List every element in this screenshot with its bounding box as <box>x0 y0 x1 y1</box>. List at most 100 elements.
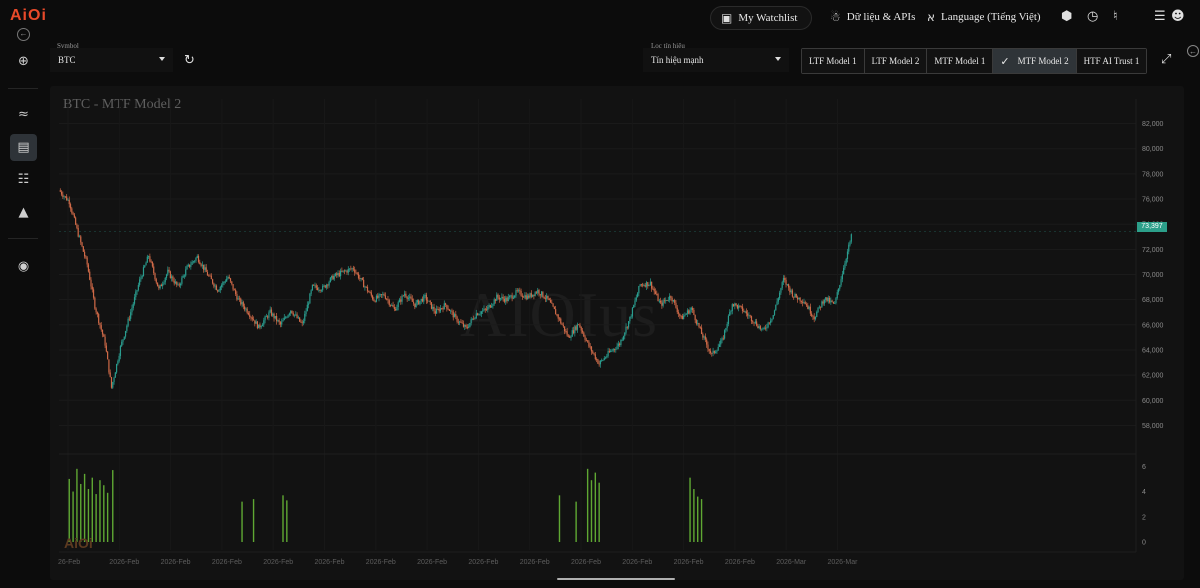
user-account-icon[interactable]: ☻ <box>1171 9 1185 24</box>
language-button[interactable]: א Language (Tiếng Việt) <box>927 6 1041 28</box>
candle-body <box>731 304 733 311</box>
candle-body <box>630 316 632 318</box>
candle-body <box>835 298 837 304</box>
cube-icon[interactable]: ⬢ <box>1061 9 1073 24</box>
candle-body <box>734 303 736 307</box>
candle-body <box>329 277 331 283</box>
candle-body <box>419 300 421 305</box>
y-tick-label: 72,000 <box>1142 247 1164 254</box>
candle-body <box>571 330 573 337</box>
candle-body <box>412 301 415 304</box>
tab-label: MTF Model 1 <box>934 56 986 66</box>
candle-body <box>612 349 614 351</box>
data-apis-button[interactable]: ☃ Dữ liệu & APIs <box>830 6 915 28</box>
candle-body <box>579 324 581 328</box>
candle-body <box>601 360 603 361</box>
bell-icon[interactable]: ♮ <box>1113 9 1118 24</box>
candle-body <box>756 321 758 326</box>
candle-body <box>363 279 365 288</box>
tab-htf-ai-trust-1[interactable]: HTF AI Trust 1 <box>1075 49 1147 73</box>
candle-body <box>466 327 468 328</box>
candle-body <box>164 277 166 283</box>
circle-arrow-left-icon[interactable]: ← <box>17 28 30 41</box>
candle-body <box>484 308 486 310</box>
candle-body <box>124 330 127 337</box>
tab-ltf-model-2[interactable]: LTF Model 2 <box>863 49 927 73</box>
candle-body <box>583 332 585 337</box>
tab-ltf-model-1[interactable]: LTF Model 1 <box>802 49 864 73</box>
history-clock-icon[interactable]: ◷ <box>1087 9 1099 24</box>
candle-body <box>113 377 115 383</box>
candle-body <box>489 305 491 308</box>
candle-body <box>661 302 663 306</box>
candle-body <box>423 295 425 302</box>
candle-body <box>476 313 479 316</box>
report-list-icon[interactable]: ☷ <box>17 172 30 187</box>
candle-body <box>670 296 672 298</box>
candle-body <box>81 242 83 247</box>
area-chart-icon[interactable]: ▲ <box>18 205 29 220</box>
candle-body <box>603 358 605 361</box>
candle-body <box>512 297 514 299</box>
candle-body <box>415 302 417 308</box>
candle-body <box>530 293 532 297</box>
shield-location-icon[interactable]: ◉ <box>17 259 30 274</box>
add-circle-icon[interactable]: ⊕ <box>18 54 29 69</box>
candle-body <box>460 321 462 323</box>
candle-body <box>576 324 578 330</box>
candle-body <box>498 297 500 300</box>
signal-bar <box>586 468 589 542</box>
candle-body <box>809 306 811 314</box>
signals-wave-icon[interactable]: ≈ <box>18 107 29 122</box>
candle-body <box>677 312 680 314</box>
signal-bar <box>590 480 593 542</box>
tab-mtf-model-1[interactable]: MTF Model 1 <box>926 49 993 73</box>
candle-body <box>542 291 544 298</box>
signal-filter-value: Tín hiệu mạnh <box>651 55 704 65</box>
tab-mtf-model-2[interactable]: ✓ MTF Model 2 <box>992 49 1076 73</box>
signal-filter-select[interactable]: Tín hiệu mạnh <box>643 48 789 72</box>
candle-body <box>839 285 841 289</box>
candle-body <box>316 287 319 290</box>
expand-arrows-icon[interactable]: ⤢ <box>1161 52 1172 67</box>
candle-body <box>721 338 723 341</box>
app-logo[interactable]: AiOi <box>10 7 47 24</box>
bar-chart-icon[interactable]: ▤ <box>10 134 37 161</box>
candle-body <box>433 306 435 312</box>
symbol-select[interactable]: BTC <box>50 48 173 72</box>
candle-body <box>716 350 718 352</box>
x-tick-label: 2026-Feb <box>315 559 345 566</box>
candle-body <box>736 304 738 309</box>
volume-tick-label: 2 <box>1142 514 1146 521</box>
candle-body <box>437 308 439 310</box>
candle-body <box>660 300 662 303</box>
refresh-icon[interactable]: ↻ <box>184 53 195 68</box>
candle-body <box>382 294 384 296</box>
candle-body <box>155 279 157 283</box>
candle-body <box>244 306 246 310</box>
hamburger-menu-icon[interactable]: ☰ <box>1154 9 1166 24</box>
candle-body <box>142 267 145 277</box>
candle-body <box>310 290 312 294</box>
candle-body <box>183 275 186 277</box>
candle-body <box>732 304 735 307</box>
circle-arrow-left-icon[interactable]: ← <box>1187 45 1199 57</box>
signal-bar <box>558 495 561 542</box>
candle-body <box>718 344 721 348</box>
candle-body <box>808 306 810 309</box>
candle-body <box>251 317 253 320</box>
candle-body <box>521 295 523 297</box>
candle-body <box>617 343 619 347</box>
candle-body <box>137 284 139 291</box>
candle-body <box>699 326 701 328</box>
candle-body <box>288 313 290 315</box>
candle-body <box>439 308 442 312</box>
candle-body <box>238 298 241 300</box>
my-watchlist-button[interactable]: ▣ My Watchlist <box>710 6 813 30</box>
candle-body <box>743 310 745 312</box>
candle-body <box>359 278 361 280</box>
chart-scrollbar[interactable] <box>557 578 675 580</box>
candle-body <box>651 281 653 289</box>
candle-body <box>507 297 509 302</box>
